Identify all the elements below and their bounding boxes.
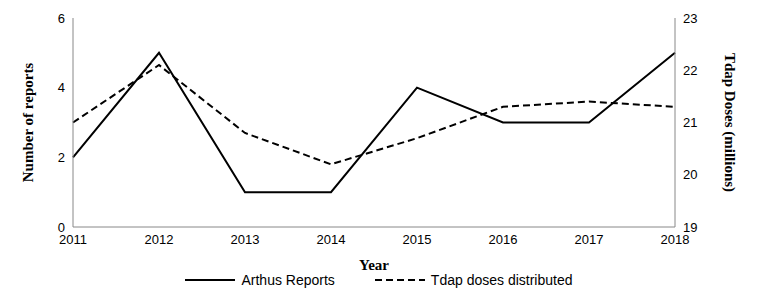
svg-text:2017: 2017: [575, 232, 604, 247]
svg-text:2012: 2012: [145, 232, 174, 247]
html-text:Tdap doses distributed: Tdap doses distributed: [430, 272, 573, 288]
svg-text:2015: 2015: [403, 232, 432, 247]
svg-text:2016: 2016: [489, 232, 518, 247]
svg-text:2011: 2011: [59, 232, 87, 248]
svg-text:22: 22: [683, 63, 697, 78]
html-text:Arthus Reports: Arthus Reports: [241, 272, 335, 288]
svg-text:0: 0: [58, 220, 65, 235]
svg-text:Tdap Doses (millions): Tdap Doses (millions): [721, 53, 738, 192]
svg-text:2: 2: [58, 150, 65, 165]
svg-text:Year: Year: [359, 257, 389, 273]
svg-text:6: 6: [58, 11, 65, 26]
svg-text:19: 19: [683, 220, 697, 235]
svg-text:23: 23: [683, 11, 697, 26]
svg-text:2018: 2018: [660, 232, 690, 248]
svg-text:2014: 2014: [317, 232, 346, 247]
svg-text:4: 4: [58, 80, 65, 95]
svg-text:Number of reports: Number of reports: [20, 63, 36, 183]
svg-text:2013: 2013: [231, 232, 260, 247]
svg-text:20: 20: [683, 167, 697, 182]
svg-text:21: 21: [683, 115, 697, 130]
